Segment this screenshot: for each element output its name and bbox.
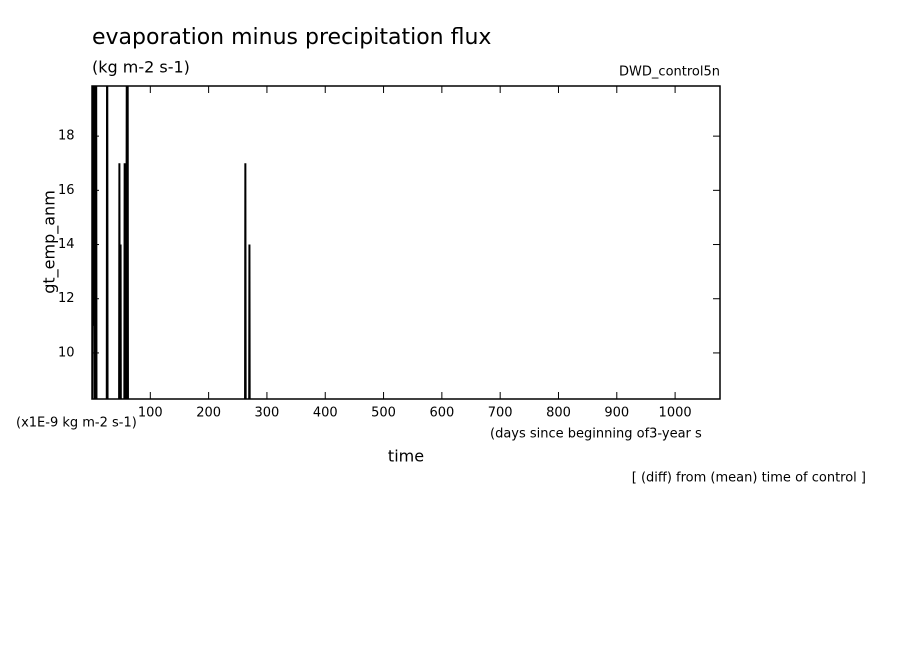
y-axis-label: gt_emp_anm xyxy=(40,190,60,294)
y-tick-label: 12 xyxy=(58,291,75,306)
y-unit-label: (x1E-9 kg m-2 s-1) xyxy=(16,416,137,431)
x-tick-label: 700 xyxy=(488,406,513,421)
y-tick-label: 14 xyxy=(58,237,75,252)
x-tick-label: 300 xyxy=(255,406,280,421)
x-tick-label: 100 xyxy=(138,406,163,421)
plot-frame xyxy=(91,85,721,400)
x-tick-label: 200 xyxy=(196,406,221,421)
x-tick-label: 900 xyxy=(604,406,629,421)
run-label: DWD_control5n xyxy=(619,65,720,80)
y-tick-label: 16 xyxy=(58,183,75,198)
x-axis-label: time xyxy=(388,447,424,466)
footnote: [ (diff) from (mean) time of control ] xyxy=(632,471,866,486)
subtitle: (kg m-2 s-1) xyxy=(92,58,190,77)
chart-title: evaporation minus precipitation flux xyxy=(92,25,491,50)
x-tick-label: 800 xyxy=(546,406,571,421)
x-tick-label: 500 xyxy=(371,406,396,421)
y-tick-label: 18 xyxy=(58,129,75,144)
x-tick-label: 600 xyxy=(429,406,454,421)
data-line xyxy=(92,86,251,399)
x-unit-label: (days since beginning of3-year s xyxy=(490,427,702,442)
x-tick-label: 1000 xyxy=(659,406,692,421)
x-tick-label: 400 xyxy=(313,406,338,421)
y-tick-label: 10 xyxy=(58,345,75,360)
